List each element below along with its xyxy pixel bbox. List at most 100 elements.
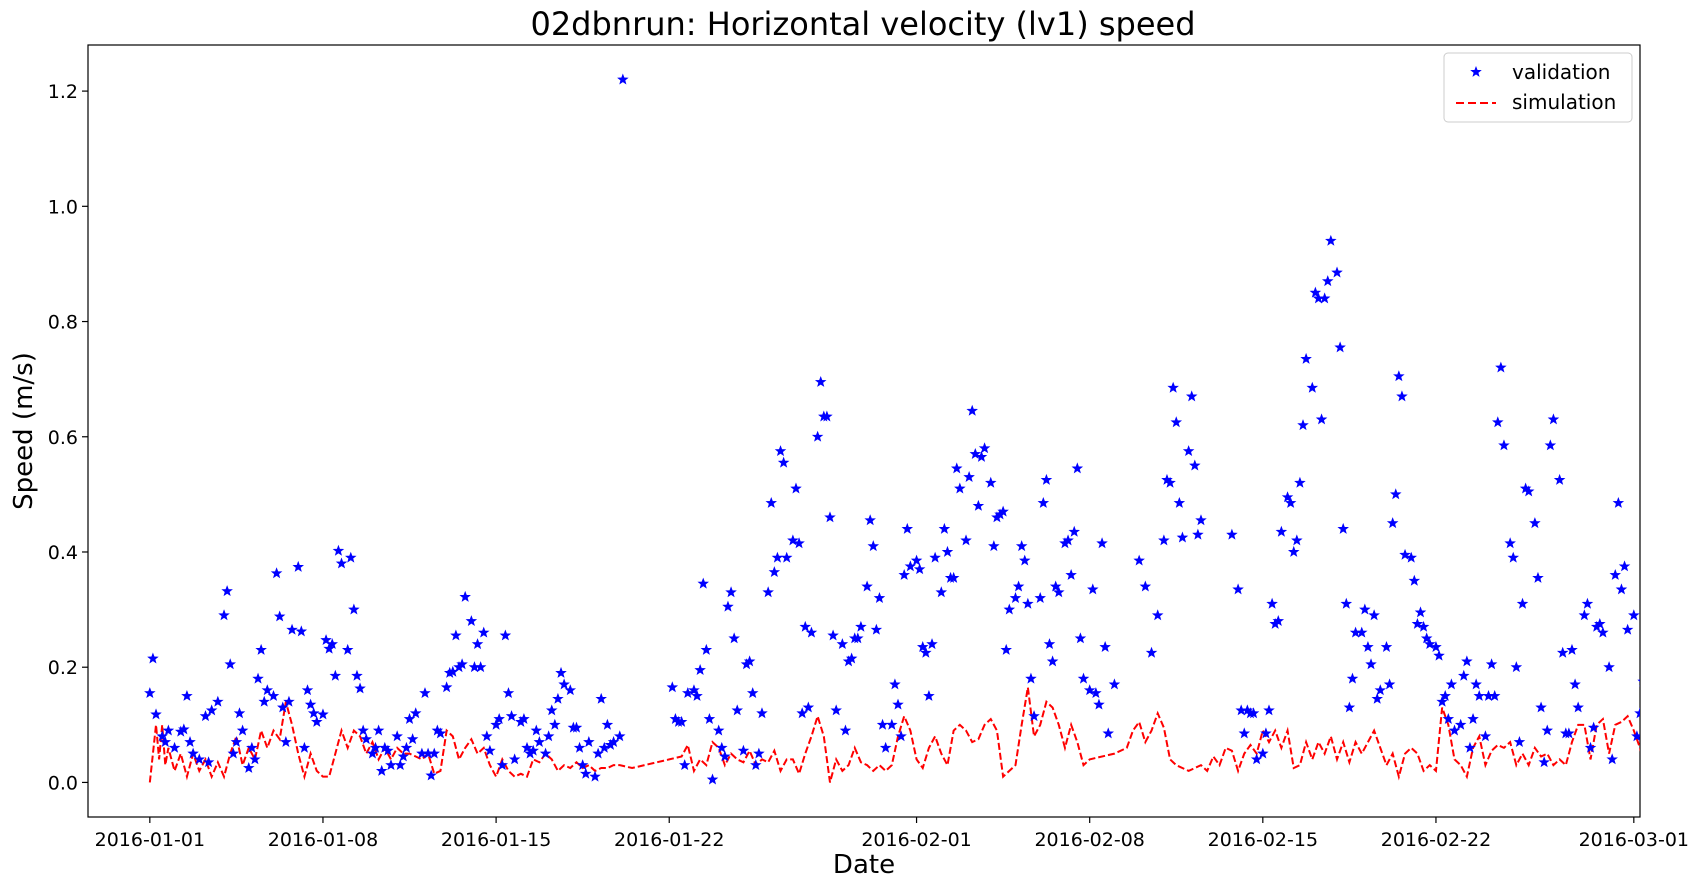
- validation-point: [317, 708, 329, 720]
- validation-point: [484, 744, 496, 756]
- validation-point: [1318, 292, 1331, 304]
- chart-title: 02dbnrun: Horizontal velocity (lv1) spee…: [530, 5, 1195, 43]
- legend-star: [1470, 65, 1482, 77]
- validation-point: [459, 590, 471, 602]
- validation-point: [1522, 485, 1535, 497]
- validation-point: [1603, 661, 1615, 673]
- validation-point: [1637, 679, 1640, 687]
- validation-point: [1291, 534, 1303, 546]
- validation-point: [434, 727, 447, 739]
- validation-point: [233, 707, 246, 719]
- validation-point: [1062, 534, 1074, 546]
- validation-point: [725, 586, 737, 598]
- validation-point: [1578, 609, 1591, 621]
- validation-point: [811, 430, 824, 442]
- validation-point: [1411, 617, 1424, 629]
- validation-point: [549, 718, 561, 730]
- validation-point: [320, 634, 332, 646]
- validation-point: [867, 540, 880, 552]
- validation-point: [311, 715, 323, 727]
- validation-point: [573, 741, 586, 753]
- validation-point: [1553, 473, 1566, 485]
- validation-point: [1068, 525, 1080, 537]
- validation-point: [1485, 658, 1498, 670]
- validation-point: [564, 684, 577, 696]
- validation-point: [1504, 537, 1516, 549]
- validation-point: [1170, 416, 1183, 428]
- validation-point: [824, 511, 836, 523]
- validation-point: [1563, 727, 1575, 739]
- x-tick-label: 2016-02-01: [861, 829, 971, 851]
- validation-point: [570, 721, 583, 733]
- validation-point: [1284, 496, 1297, 508]
- validation-point: [589, 770, 601, 782]
- validation-point: [1390, 488, 1402, 500]
- legend-simulation-label: simulation: [1512, 90, 1616, 114]
- validation-point: [1260, 727, 1272, 739]
- validation-point: [1461, 655, 1473, 667]
- validation-point: [997, 505, 1009, 517]
- validation-series: [144, 73, 1688, 785]
- validation-point: [1657, 506, 1667, 515]
- validation-point: [1108, 678, 1121, 690]
- validation-point: [1424, 638, 1436, 650]
- validation-point: [397, 750, 410, 762]
- validation-point: [552, 692, 564, 704]
- validation-point: [978, 442, 991, 454]
- x-tick-label: 2016-03-01: [1579, 829, 1688, 851]
- validation-point: [1644, 521, 1654, 530]
- validation-point: [354, 682, 366, 694]
- validation-point: [533, 736, 546, 748]
- validation-point: [545, 704, 558, 716]
- validation-point: [1488, 689, 1501, 701]
- validation-point: [335, 557, 348, 569]
- validation-point: [855, 620, 867, 632]
- validation-point: [406, 733, 419, 745]
- validation-point: [162, 724, 175, 736]
- validation-point: [1034, 592, 1046, 603]
- validation-point: [502, 687, 515, 699]
- validation-point: [428, 747, 441, 759]
- validation-point: [187, 747, 199, 759]
- validation-point: [1325, 234, 1337, 246]
- validation-point: [1417, 620, 1430, 632]
- validation-point: [1681, 662, 1688, 671]
- validation-point: [1581, 597, 1594, 609]
- validation-point: [1393, 370, 1405, 382]
- validation-point: [975, 450, 988, 462]
- validation-point: [1654, 440, 1664, 449]
- validation-point: [1074, 632, 1087, 644]
- validation-point: [1678, 751, 1688, 760]
- validation-point: [357, 724, 369, 736]
- validation-point: [1046, 655, 1059, 667]
- validation-point: [1164, 476, 1176, 488]
- validation-point: [601, 718, 614, 730]
- validation-point: [218, 609, 230, 621]
- validation-point: [298, 741, 311, 753]
- validation-point: [1510, 661, 1523, 673]
- validation-point: [258, 695, 270, 707]
- validation-point: [1087, 583, 1099, 595]
- validation-point: [1151, 609, 1164, 621]
- validation-point: [926, 638, 938, 650]
- validation-point: [802, 701, 815, 713]
- validation-point: [762, 586, 774, 598]
- validation-point: [505, 710, 518, 722]
- validation-point: [1272, 615, 1285, 627]
- validation-point: [614, 730, 626, 742]
- validation-point: [1362, 640, 1374, 652]
- legend-box: [1443, 52, 1633, 123]
- validation-point: [901, 522, 914, 534]
- validation-point: [1167, 381, 1179, 393]
- validation-point: [898, 568, 910, 580]
- validation-point: [1309, 286, 1322, 298]
- validation-point: [1594, 617, 1606, 629]
- y-axis: 0.0 0.2 0.4 0.6 0.8 1.0 1.2: [48, 81, 88, 794]
- validation-point: [1139, 580, 1152, 592]
- validation-point: [1547, 413, 1560, 425]
- validation-point: [1071, 462, 1084, 474]
- validation-point: [499, 629, 512, 641]
- validation-point: [1479, 730, 1492, 742]
- validation-point: [508, 753, 521, 765]
